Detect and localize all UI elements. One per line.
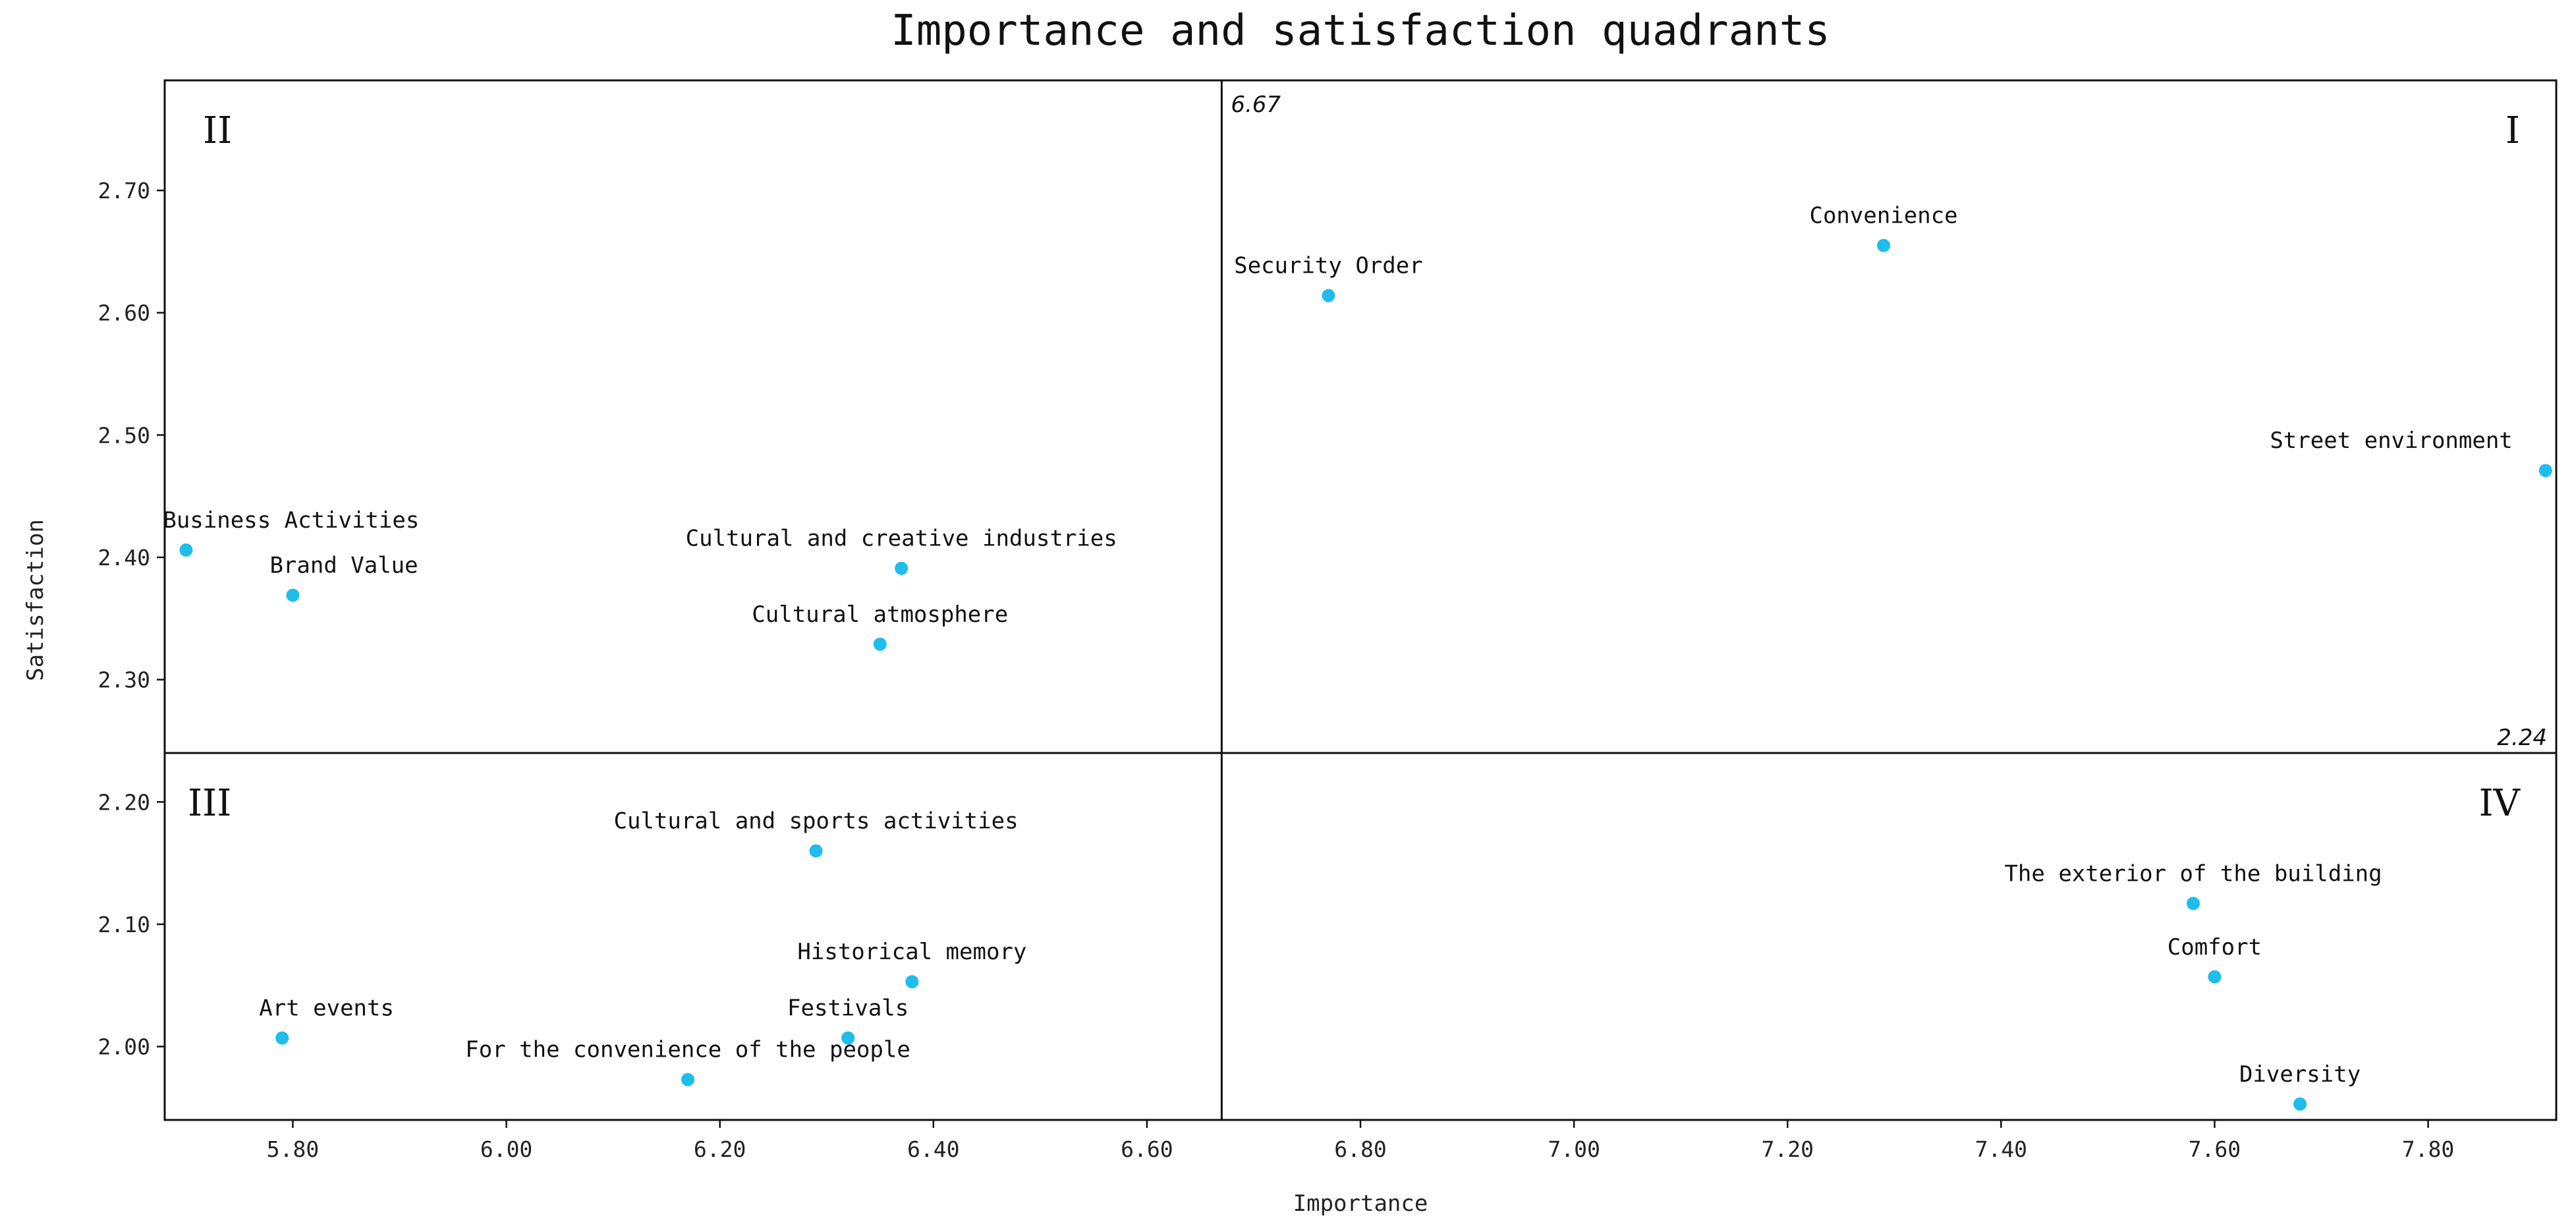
y-tick-label: 2.30 — [98, 667, 150, 693]
data-point-label: Brand Value — [269, 553, 418, 579]
quadrant-label: II — [203, 109, 232, 152]
x-axis-label: Importance — [1293, 1190, 1428, 1217]
data-point-label: The exterior of the building — [2004, 860, 2382, 887]
x-tick-label: 6.00 — [480, 1136, 532, 1162]
x-tick-label: 6.60 — [1121, 1136, 1173, 1162]
data-point — [179, 543, 193, 557]
data-point — [286, 588, 300, 602]
data-point — [809, 844, 823, 858]
x-tick-label: 5.80 — [267, 1136, 319, 1162]
x-tick-label: 7.40 — [1975, 1136, 2027, 1162]
data-point-label: Business Activities — [163, 507, 419, 534]
x-tick-label: 7.00 — [1548, 1136, 1600, 1162]
data-point-label: Security Order — [1234, 253, 1423, 279]
chart-title: Importance and satisfaction quadrants — [891, 7, 1830, 55]
data-point — [681, 1073, 695, 1086]
x-tick-label: 6.20 — [694, 1136, 746, 1162]
y-tick-label: 2.10 — [98, 912, 150, 937]
data-point-label: Festivals — [787, 995, 909, 1022]
quadrant-dividers: 6.67 2.24 — [165, 80, 2556, 1120]
data-point-label: Cultural atmosphere — [752, 601, 1008, 628]
x-tick-label: 6.40 — [907, 1136, 959, 1162]
data-point — [895, 561, 909, 575]
data-point — [1322, 289, 1335, 302]
importance-threshold-label: 6.67 — [1231, 92, 1281, 118]
data-point — [2538, 464, 2552, 478]
data-point — [1877, 238, 1891, 252]
data-point-label: Street environment — [2270, 428, 2512, 454]
x-tick-label: 7.60 — [2189, 1136, 2241, 1162]
data-point-label: Historical memory — [797, 939, 1026, 965]
data-point — [2208, 970, 2222, 984]
y-tick-label: 2.60 — [98, 300, 150, 326]
y-tick-label: 2.70 — [98, 178, 150, 204]
y-tick-label: 2.50 — [98, 422, 150, 448]
data-point-label: Cultural and creative industries — [686, 526, 1117, 552]
data-point-label: Cultural and sports activities — [613, 808, 1018, 835]
data-point — [275, 1031, 289, 1045]
data-point-label: Convenience — [1809, 203, 1957, 229]
data-point-label: Comfort — [2168, 934, 2262, 961]
data-point — [841, 1031, 855, 1045]
data-point — [2293, 1097, 2307, 1111]
quadrant-label: I — [2506, 109, 2520, 152]
x-tick-label: 6.80 — [1334, 1136, 1386, 1162]
y-tick-label: 2.40 — [98, 545, 150, 571]
y-axis-label: Satisfaction — [22, 519, 49, 681]
data-point — [905, 975, 919, 989]
quadrant-label: IV — [2478, 782, 2521, 825]
data-point-label: For the convenience of the people — [465, 1037, 910, 1063]
data-point-label: Art events — [259, 995, 394, 1022]
data-point-label: Diversity — [2239, 1061, 2361, 1088]
axis-ticks: 5.80 6.00 6.20 6.40 6.60 6.80 7.00 7.20 7.40 7.60… — [98, 178, 2455, 1162]
plot-frame — [163, 79, 2558, 1121]
data-points: Convenience Security Order Street environm… — [163, 203, 2552, 1111]
x-tick-label: 7.80 — [2402, 1136, 2454, 1162]
x-tick-label: 7.20 — [1761, 1136, 1813, 1162]
satisfaction-threshold-label: 2.24 — [2497, 725, 2547, 751]
data-point — [873, 637, 887, 651]
y-tick-label: 2.00 — [98, 1034, 150, 1060]
y-tick-label: 2.20 — [98, 789, 150, 815]
data-point — [2187, 897, 2200, 910]
quadrant-label: III — [188, 782, 231, 825]
